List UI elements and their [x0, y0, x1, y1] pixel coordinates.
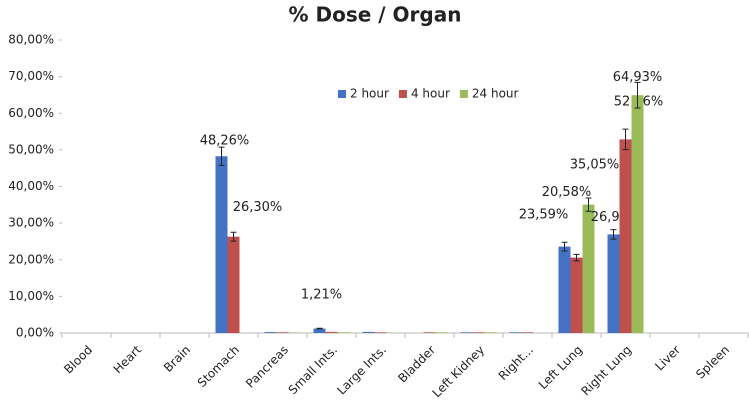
chart-title: % Dose / Organ: [289, 3, 462, 27]
bar: [337, 332, 350, 333]
bar: [521, 332, 534, 333]
error-bar: [610, 229, 617, 240]
data-label: 48,26%: [200, 134, 250, 149]
x-tick-label: Small Ints.: [286, 343, 340, 397]
x-tick-label: Spleen: [693, 343, 732, 382]
bar: [460, 332, 473, 333]
x-tick-label: Right Lung: [578, 343, 634, 399]
x-tick-label: Brain: [161, 343, 193, 375]
y-tick-label: 70,00%: [8, 69, 54, 83]
y-tick-label: 40,00%: [8, 179, 54, 193]
x-tick-label: Bladder: [395, 343, 438, 386]
bar: [288, 332, 301, 333]
bar: [325, 331, 338, 333]
x-tick-label: Left Kidney: [430, 343, 487, 400]
data-label: 35,05%: [570, 158, 620, 173]
y-tick-label: 50,00%: [8, 142, 54, 156]
data-label: 64,93%: [613, 70, 663, 85]
bar: [264, 332, 277, 333]
bar: [570, 257, 583, 333]
legend-swatch: [398, 90, 407, 98]
y-tick-label: 0,00%: [16, 326, 54, 340]
bar: [582, 204, 595, 333]
data-label: 20,58%: [542, 185, 592, 200]
y-tick-label: 20,00%: [8, 252, 54, 266]
bar: [276, 332, 289, 333]
x-tick-label: Stomach: [195, 343, 242, 390]
bar: [607, 234, 620, 333]
error-bar: [634, 81, 641, 109]
data-label: 1,21%: [301, 288, 342, 303]
y-tick-label: 60,00%: [8, 106, 54, 120]
x-tick-label: Right...: [496, 343, 536, 383]
legend-label: 4 hour: [411, 87, 450, 101]
bar: [313, 328, 326, 333]
error-bar: [218, 146, 225, 166]
error-bar: [622, 128, 629, 151]
legend-swatch: [338, 90, 346, 98]
bar: [423, 332, 436, 333]
x-tick-label: Pancreas: [243, 343, 291, 391]
error-bar: [585, 197, 592, 212]
y-tick-label: 30,00%: [8, 216, 54, 230]
error-bar: [230, 231, 237, 242]
bar: [484, 332, 497, 333]
error-bar: [573, 253, 580, 262]
data-label: 26,30%: [233, 200, 283, 215]
bar: [435, 332, 448, 333]
legend-label: 24 hour: [472, 87, 519, 101]
bar: [631, 95, 644, 333]
bar: [558, 246, 571, 333]
x-tick-label: Large Ints.: [334, 343, 389, 398]
bar: [509, 332, 522, 333]
bar: [215, 156, 228, 333]
bar: [227, 236, 240, 333]
error-bar: [561, 241, 568, 252]
x-tick-label: Blood: [61, 343, 95, 377]
legend-label: 2 hour: [350, 87, 389, 101]
y-tick-label: 80,00%: [8, 33, 54, 47]
x-tick-label: Liver: [652, 343, 683, 374]
data-label: 23,59%: [519, 208, 569, 223]
bar: [472, 332, 485, 333]
x-tick-label: Left Lung: [536, 343, 585, 392]
bar: [619, 139, 632, 333]
bar: [374, 332, 387, 333]
legend-swatch: [459, 90, 468, 98]
bar: [362, 331, 375, 333]
x-tick-label: Heart: [111, 342, 145, 376]
error-bar: [316, 327, 323, 330]
y-tick-label: 10,00%: [8, 289, 54, 303]
